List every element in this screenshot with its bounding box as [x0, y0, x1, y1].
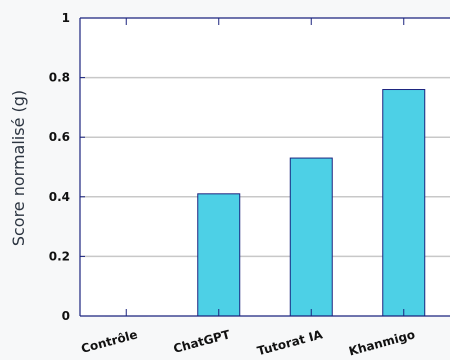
bar-4 [382, 89, 426, 317]
y-tick-labels: 0 0.2 0.4 0.6 0.8 1 [49, 11, 70, 323]
x-category-label: Khanmigo [347, 327, 416, 358]
axes [79, 17, 450, 317]
x-category-label: Tutorat IA [256, 327, 325, 358]
bar-3 [289, 157, 333, 317]
y-tick-label: 1 [62, 11, 70, 25]
y-tick-label: 0.2 [49, 249, 70, 263]
x-category-label: Contrôle [80, 327, 139, 355]
y-tick-label: 0.6 [49, 130, 70, 144]
x-category-label: ChatGPT [172, 327, 232, 356]
bar-2 [197, 193, 241, 317]
x-category-labels: Contrôle ChatGPT Tutorat IA Khanmigo [80, 327, 417, 358]
y-tick-label: 0.8 [49, 71, 70, 85]
bars [104, 89, 426, 317]
y-tick-label: 0.4 [49, 190, 70, 204]
y-axis-title: Score normalisé (g) [9, 90, 28, 246]
y-tick-label: 0 [62, 309, 70, 323]
